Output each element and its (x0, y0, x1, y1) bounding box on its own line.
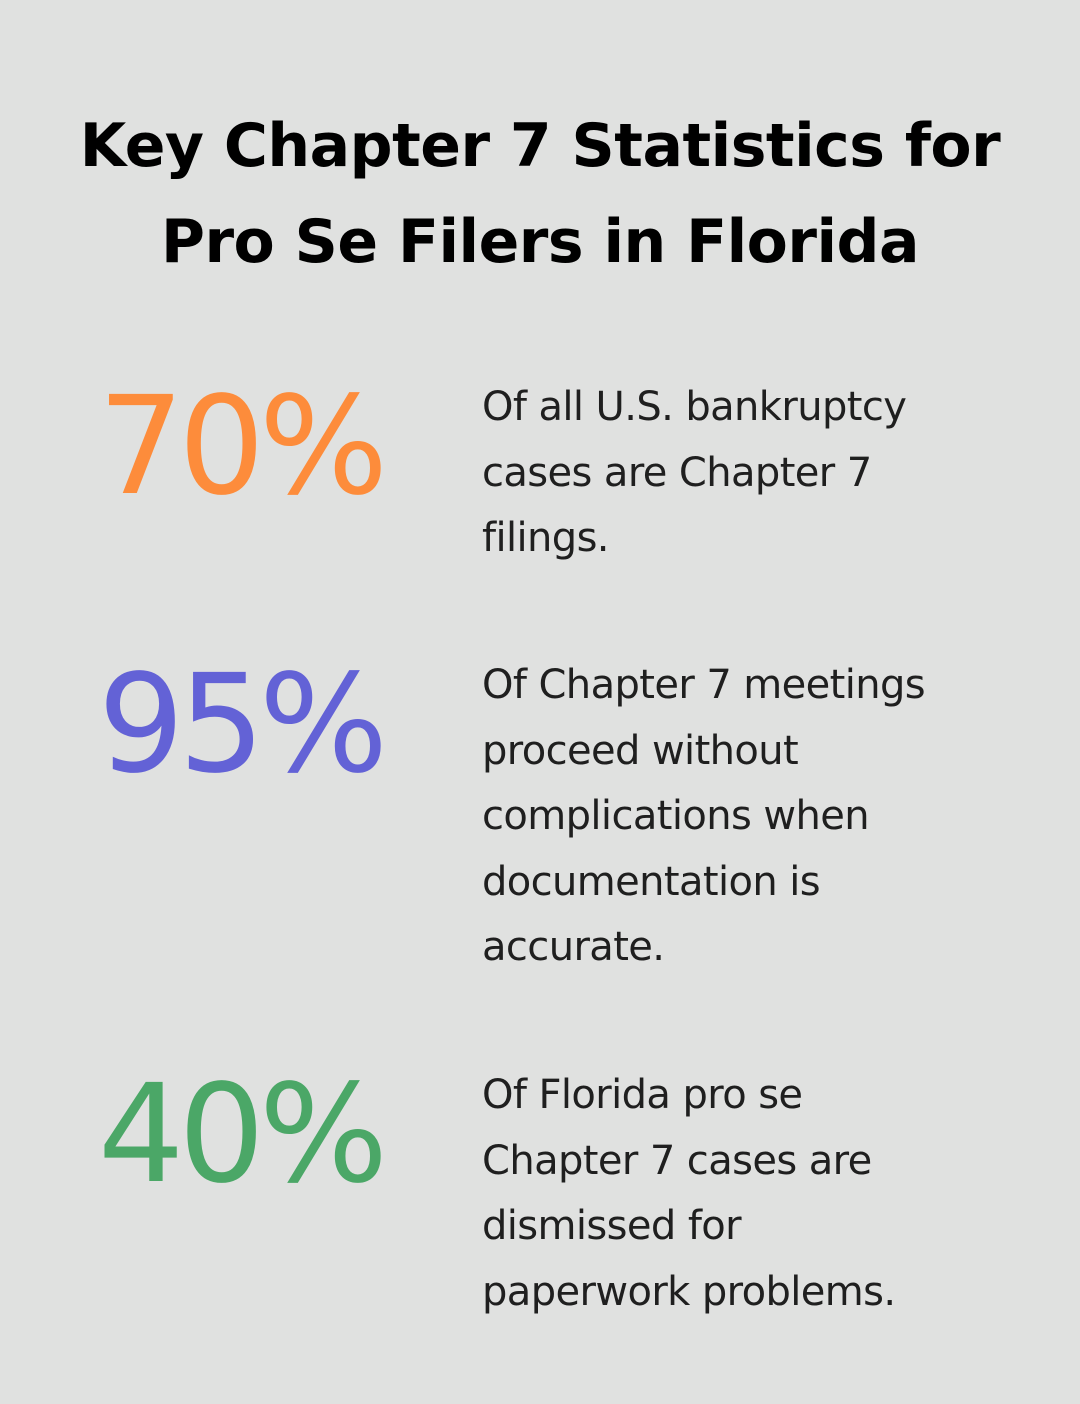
stat-description-line: proceed without (482, 727, 799, 774)
stat-description-line: cases are Chapter 7 (482, 449, 872, 496)
title-line-2: Pro Se Filers in Florida (160, 207, 920, 277)
stat-description-line: dismissed for (482, 1203, 742, 1249)
stat-description-line: complications when (482, 793, 870, 839)
page-title: Key Chapter 7 Statistics for Pro Se File… (30, 98, 1050, 290)
stat-value-40-percent: 40% (97, 1056, 388, 1214)
stat-description-line: Of all U.S. bankruptcy (482, 384, 907, 430)
stat-description-line: paperwork problems. (482, 1268, 896, 1315)
stat-description-3: Of Florida pro se Chapter 7 cases are di… (482, 1063, 1052, 1325)
stat-value-70-percent: 70% (97, 368, 388, 526)
stat-value-95-percent: 95% (97, 646, 388, 804)
stat-description-line: accurate. (482, 924, 665, 970)
stat-description-line: documentation is (482, 858, 821, 905)
stat-description-line: Of Chapter 7 meetings (482, 662, 926, 708)
stat-description-line: Chapter 7 cases are (482, 1137, 872, 1184)
stat-description-1: Of all U.S. bankruptcy cases are Chapter… (482, 375, 1052, 572)
stat-description-line: Of Florida pro se (482, 1072, 803, 1118)
stat-description-line: filings. (482, 515, 610, 561)
title-line-1: Key Chapter 7 Statistics for (79, 111, 1001, 181)
stat-description-2: Of Chapter 7 meetings proceed without co… (482, 653, 1052, 981)
